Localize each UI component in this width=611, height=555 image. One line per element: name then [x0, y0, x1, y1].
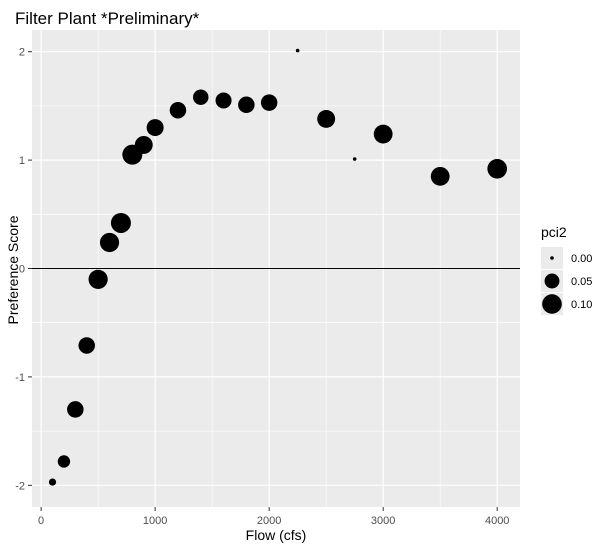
data-point	[48, 478, 57, 486]
y-tick-label: 2	[19, 47, 25, 59]
data-point	[193, 89, 209, 105]
data-point	[430, 166, 450, 186]
y-axis: -2 -1 0 1 2	[15, 47, 32, 492]
data-point	[169, 101, 187, 119]
data-point	[88, 269, 108, 289]
x-tick-label: 3000	[371, 515, 395, 527]
legend-title: pci2	[541, 224, 567, 240]
data-point	[352, 157, 357, 161]
y-tick-label: 1	[19, 155, 25, 167]
data-point	[78, 337, 95, 354]
data-point	[295, 48, 300, 53]
data-point	[317, 109, 336, 128]
legend: pci2 0.00 0.05 0.10	[541, 224, 592, 315]
data-point	[215, 92, 232, 109]
data-point	[238, 96, 255, 114]
data-point	[146, 119, 164, 137]
legend-key-marker	[550, 256, 554, 260]
legend-entries: 0.00 0.05 0.10	[541, 247, 592, 315]
data-points	[48, 48, 507, 486]
data-point	[57, 455, 71, 468]
x-tick-label: 2000	[257, 515, 281, 527]
x-axis: 0 1000 2000 3000 4000	[38, 507, 509, 527]
data-point	[99, 232, 120, 253]
legend-entry-label: 0.10	[571, 299, 592, 311]
data-point	[487, 158, 507, 179]
x-axis-label: Flow (cfs)	[246, 527, 307, 543]
y-tick-label: -2	[15, 480, 25, 492]
legend-entry-label: 0.00	[571, 253, 592, 265]
data-point	[134, 135, 153, 154]
legend-key-marker	[544, 273, 560, 289]
y-axis-label: Preference Score	[5, 215, 21, 324]
data-point	[67, 401, 84, 418]
x-tick-label: 0	[38, 515, 44, 527]
legend-key-marker	[542, 294, 562, 314]
legend-entry-label: 0.05	[571, 276, 592, 288]
y-tick-label: -1	[15, 372, 25, 384]
data-point	[260, 94, 278, 111]
x-tick-label: 4000	[485, 515, 509, 527]
chart-title: Filter Plant *Preliminary*	[15, 9, 200, 28]
data-point	[110, 212, 131, 233]
x-tick-label: 1000	[143, 515, 167, 527]
y-tick-label: 0	[19, 264, 25, 276]
data-point	[373, 124, 393, 144]
